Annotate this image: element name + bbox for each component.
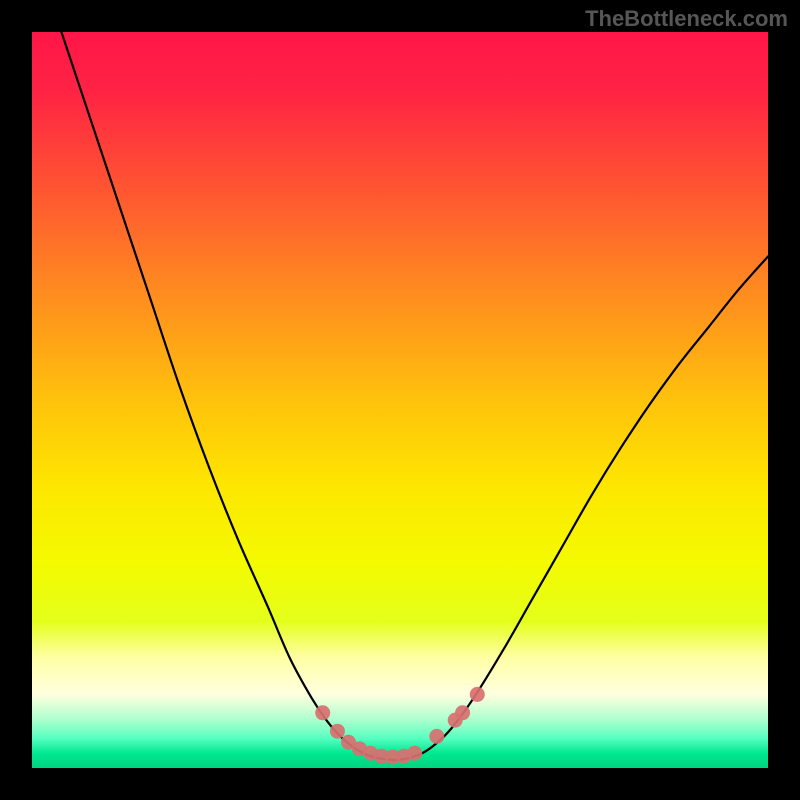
marker-dot: [470, 687, 485, 702]
marker-dot: [407, 746, 422, 761]
marker-group: [315, 687, 485, 765]
bottleneck-curve: [61, 32, 768, 760]
plot-area: [32, 32, 768, 768]
watermark-text: TheBottleneck.com: [585, 6, 788, 32]
marker-dot: [455, 705, 470, 720]
curve-layer: [32, 32, 768, 768]
marker-dot: [429, 729, 444, 744]
chart-container: TheBottleneck.com: [0, 0, 800, 800]
marker-dot: [330, 724, 345, 739]
marker-dot: [315, 705, 330, 720]
